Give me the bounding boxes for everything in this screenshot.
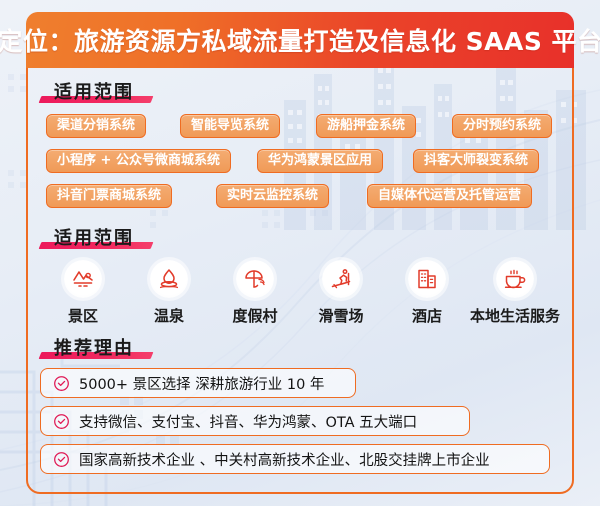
industry-label: 本地生活服务: [470, 307, 561, 325]
section-heading-scope: 适用范围: [38, 78, 154, 104]
reason-text: 5000+ 景区选择 深耕旅游行业 10 年: [79, 376, 325, 393]
scope-tag[interactable]: 华为鸿蒙景区应用: [256, 149, 383, 173]
tag-row: 渠道分销系统 智能导览系统 游船押金系统 分时预约系统: [40, 113, 560, 139]
scope-tag[interactable]: 分时预约系统: [452, 114, 553, 138]
scope-tag[interactable]: 智能导览系统: [180, 114, 281, 138]
scope-tag[interactable]: 渠道分销系统: [46, 114, 147, 138]
mountain-icon: [64, 260, 102, 298]
scope-tag[interactable]: 抖客大师裂变系统: [412, 149, 539, 173]
skier-icon: [322, 260, 360, 298]
section-heading-industries-label: 适用范围: [54, 228, 134, 249]
industry-label: 景区: [67, 307, 98, 325]
industry-item-hotel[interactable]: 酒店: [384, 260, 470, 326]
reason-item[interactable]: 国家高新技术企业 、中关村高新技术企业、北股交挂牌上市企业: [40, 444, 550, 474]
scope-tag-list: 渠道分销系统 智能导览系统 游船押金系统 分时预约系统 小程序 + 公众号微商城…: [26, 113, 574, 209]
tag-row: 小程序 + 公众号微商城系统 华为鸿蒙景区应用 抖客大师裂变系统: [40, 148, 560, 174]
reason-list: 5000+ 景区选择 深耕旅游行业 10 年 支持微信、支付宝、抖音、华为鸿蒙、…: [26, 368, 574, 474]
scope-tag[interactable]: 小程序 + 公众号微商城系统: [46, 149, 231, 173]
industry-label: 滑雪场: [318, 307, 364, 325]
section-heading-reasons: 推荐理由: [38, 334, 154, 360]
section-heading-reasons-label: 推荐理由: [54, 338, 134, 359]
poster-header: 定位：旅游资源方私域流量打造及信息化 SAAS 平台: [0, 12, 600, 68]
tag-row: 抖音门票商城系统 实时云监控系统 自媒体代运营及托管运营: [40, 183, 560, 209]
hotel-building-icon: [408, 260, 446, 298]
check-circle-icon: [54, 375, 69, 391]
industry-item-local-life-service[interactable]: 本地生活服务: [470, 260, 560, 326]
scope-tag[interactable]: 游船押金系统: [316, 114, 417, 138]
reason-item[interactable]: 支持微信、支付宝、抖音、华为鸿蒙、OTA 五大端口: [40, 406, 470, 436]
scope-tag[interactable]: 抖音门票商城系统: [46, 184, 173, 208]
reason-item[interactable]: 5000+ 景区选择 深耕旅游行业 10 年: [40, 368, 356, 398]
page-title: 定位：旅游资源方私域流量打造及信息化 SAAS 平台: [0, 27, 600, 56]
section-heading-scope-label: 适用范围: [54, 82, 134, 103]
hot-spring-icon: [150, 260, 188, 298]
coffee-cup-icon: [496, 260, 534, 298]
industry-item-ski-resort[interactable]: 滑雪场: [298, 260, 384, 326]
reason-text: 支持微信、支付宝、抖音、华为鸿蒙、OTA 五大端口: [79, 414, 418, 431]
check-circle-icon: [54, 413, 69, 429]
section-heading-industries: 适用范围: [38, 224, 154, 250]
poster-content: 适用范围 渠道分销系统 智能导览系统 游船押金系统 分时预约系统 小程序 + 公…: [26, 68, 574, 494]
scope-tag[interactable]: 自媒体代运营及托管运营: [367, 184, 533, 208]
industry-label: 温泉: [153, 307, 184, 325]
reason-text: 国家高新技术企业 、中关村高新技术企业、北股交挂牌上市企业: [79, 452, 490, 469]
industry-item-resort[interactable]: 度假村: [212, 260, 298, 326]
background-dot-grid: [8, 74, 438, 228]
industry-item-hot-spring[interactable]: 温泉: [126, 260, 212, 326]
beach-parasol-icon: [236, 260, 274, 298]
scope-tag[interactable]: 实时云监控系统: [216, 184, 330, 208]
industry-icon-list: 景区 温泉: [26, 260, 574, 326]
industry-item-scenic-area[interactable]: 景区: [40, 260, 126, 326]
check-circle-icon: [54, 451, 69, 467]
industry-label: 酒店: [411, 307, 442, 325]
industry-label: 度假村: [232, 307, 278, 325]
